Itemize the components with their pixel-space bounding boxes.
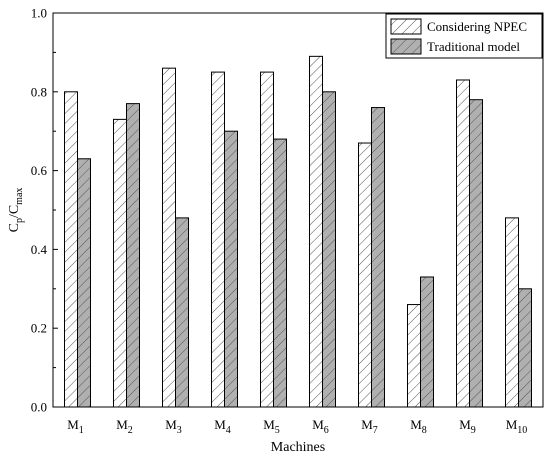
legend-label: Traditional model — [427, 39, 520, 54]
bar-traditional-3 — [175, 217, 189, 408]
legend-swatch-npec — [390, 18, 422, 35]
x-tick-label: M1 — [67, 417, 84, 436]
bar-npec-6 — [309, 55, 323, 408]
x-tick-label-base: M — [214, 417, 226, 432]
bar-npec-3 — [162, 67, 176, 408]
x-tick-label: M10 — [506, 417, 528, 436]
legend-label: Considering NPEC — [427, 19, 527, 34]
y-tick-label: 0.6 — [31, 163, 48, 178]
x-tick-label: M9 — [459, 417, 476, 436]
x-tick-label-base: M — [361, 417, 373, 432]
y-title-sub: p — [14, 218, 25, 223]
y-title-part: /C — [7, 205, 22, 218]
y-tick-label: 0.8 — [31, 84, 47, 99]
bar-traditional-9 — [469, 99, 483, 408]
bar-npec-7 — [358, 142, 372, 408]
x-tick-label-base: M — [410, 417, 422, 432]
x-tick-label-base: M — [165, 417, 177, 432]
x-tick-label-sub: 7 — [373, 425, 378, 436]
x-tick-label-base: M — [116, 417, 128, 432]
x-tick-label-sub: 2 — [128, 425, 133, 436]
x-tick-label-sub: 8 — [422, 425, 427, 436]
x-tick-label-sub: 10 — [517, 425, 527, 436]
x-tick-label-base: M — [506, 417, 518, 432]
bar-npec-8 — [407, 304, 421, 408]
bar-traditional-1 — [77, 158, 91, 408]
bar-npec-5 — [260, 71, 274, 408]
x-tick-label: M4 — [214, 417, 231, 436]
bar-traditional-7 — [371, 107, 385, 408]
x-tick-label-base: M — [459, 417, 471, 432]
bar-npec-10 — [505, 217, 519, 408]
y-axis-title: Cp/Cmax — [7, 188, 25, 233]
legend-swatch-traditional — [390, 38, 422, 55]
x-axis: M1 M2 M3 M4 M5 M6 M7 M8 M9 M10 — [67, 402, 527, 436]
bar-npec-4 — [211, 71, 225, 408]
x-tick-label-base: M — [67, 417, 79, 432]
y-tick-label: 0.4 — [31, 242, 48, 257]
x-tick-label-sub: 6 — [324, 425, 329, 436]
bar-traditional-2 — [126, 103, 140, 408]
x-tick-label-sub: 1 — [79, 425, 84, 436]
bar-traditional-8 — [420, 276, 434, 408]
x-tick-label-sub: 3 — [177, 425, 182, 436]
x-tick-label: M3 — [165, 417, 182, 436]
x-tick-label-base: M — [263, 417, 275, 432]
x-tick-label: M5 — [263, 417, 280, 436]
x-tick-label: M7 — [361, 417, 378, 436]
y-title-part: C — [7, 223, 22, 232]
x-tick-label-sub: 4 — [226, 425, 231, 436]
x-tick-label: M2 — [116, 417, 133, 436]
bar-traditional-4 — [224, 130, 238, 408]
x-tick-label: M8 — [410, 417, 427, 436]
y-tick-label: 1.0 — [31, 6, 47, 21]
y-title-sub: max — [14, 188, 25, 205]
bar-traditional-10 — [518, 288, 532, 408]
x-tick-label: M6 — [312, 417, 329, 436]
x-tick-label-sub: 9 — [471, 425, 476, 436]
bars-group — [64, 55, 532, 408]
bar-npec-1 — [64, 91, 78, 408]
y-tick-label: 0.2 — [31, 321, 47, 336]
legend: Considering NPEC Traditional model — [385, 13, 543, 59]
x-tick-label-base: M — [312, 417, 324, 432]
bar-traditional-5 — [273, 138, 287, 408]
x-tick-label-sub: 5 — [275, 425, 280, 436]
bar-npec-9 — [456, 79, 470, 408]
y-axis: 0.0 0.2 0.4 0.6 0.8 1.0 — [31, 6, 58, 415]
bar-npec-2 — [113, 118, 127, 408]
x-axis-title: Machines — [271, 440, 325, 455]
bar-traditional-6 — [322, 91, 336, 408]
y-tick-label: 0.0 — [31, 400, 47, 415]
